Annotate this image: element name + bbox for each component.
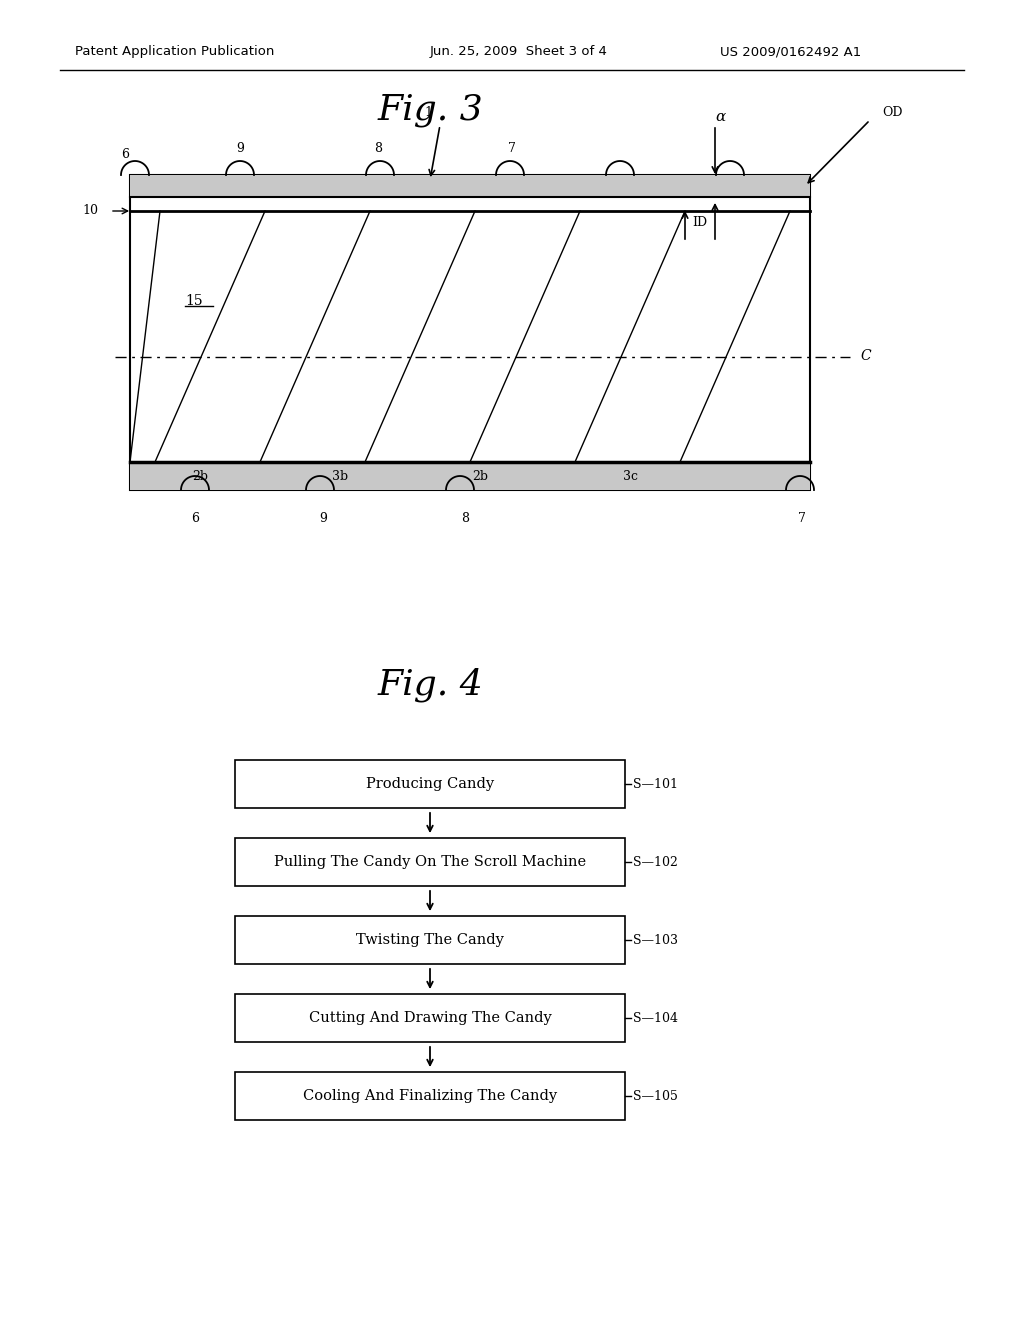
Bar bbox=[234, 838, 625, 886]
Bar bbox=[130, 176, 810, 490]
Text: 9: 9 bbox=[319, 511, 327, 524]
Text: 7: 7 bbox=[798, 511, 806, 524]
Text: Fig. 4: Fig. 4 bbox=[377, 668, 483, 702]
Bar bbox=[234, 916, 625, 964]
Text: Jun. 25, 2009  Sheet 3 of 4: Jun. 25, 2009 Sheet 3 of 4 bbox=[430, 45, 608, 58]
Text: 2b: 2b bbox=[193, 470, 208, 483]
Text: Pulling The Candy On The Scroll Machine: Pulling The Candy On The Scroll Machine bbox=[274, 855, 586, 869]
Text: Producing Candy: Producing Candy bbox=[366, 777, 494, 791]
Text: 6: 6 bbox=[191, 511, 199, 524]
Text: Fig. 3: Fig. 3 bbox=[377, 92, 483, 127]
Text: 3c: 3c bbox=[623, 470, 638, 483]
Text: S—105: S—105 bbox=[633, 1089, 678, 1102]
Bar bbox=[130, 462, 810, 490]
Text: 9: 9 bbox=[237, 141, 244, 154]
Text: C: C bbox=[860, 350, 870, 363]
Text: Patent Application Publication: Patent Application Publication bbox=[75, 45, 274, 58]
Bar bbox=[234, 994, 625, 1041]
Text: 8: 8 bbox=[374, 141, 382, 154]
Text: S—102: S—102 bbox=[633, 855, 678, 869]
Text: 15: 15 bbox=[185, 294, 203, 308]
Text: 7: 7 bbox=[508, 141, 516, 154]
Text: 10: 10 bbox=[82, 205, 98, 218]
Text: 3b: 3b bbox=[332, 470, 348, 483]
Text: Twisting The Candy: Twisting The Candy bbox=[356, 933, 504, 946]
Text: Cooling And Finalizing The Candy: Cooling And Finalizing The Candy bbox=[303, 1089, 557, 1104]
Text: ID: ID bbox=[692, 215, 708, 228]
Text: 6: 6 bbox=[121, 149, 129, 161]
Text: 1: 1 bbox=[424, 107, 432, 120]
Text: S—101: S—101 bbox=[633, 777, 678, 791]
Text: US 2009/0162492 A1: US 2009/0162492 A1 bbox=[720, 45, 861, 58]
Bar bbox=[234, 760, 625, 808]
Bar bbox=[130, 176, 810, 197]
Text: S—103: S—103 bbox=[633, 933, 678, 946]
Text: 2b: 2b bbox=[472, 470, 488, 483]
Text: OD: OD bbox=[882, 106, 902, 119]
Text: Cutting And Drawing The Candy: Cutting And Drawing The Candy bbox=[308, 1011, 551, 1026]
Text: 8: 8 bbox=[461, 511, 469, 524]
Text: S—104: S—104 bbox=[633, 1011, 678, 1024]
Text: α: α bbox=[715, 110, 725, 124]
Bar bbox=[234, 1072, 625, 1119]
